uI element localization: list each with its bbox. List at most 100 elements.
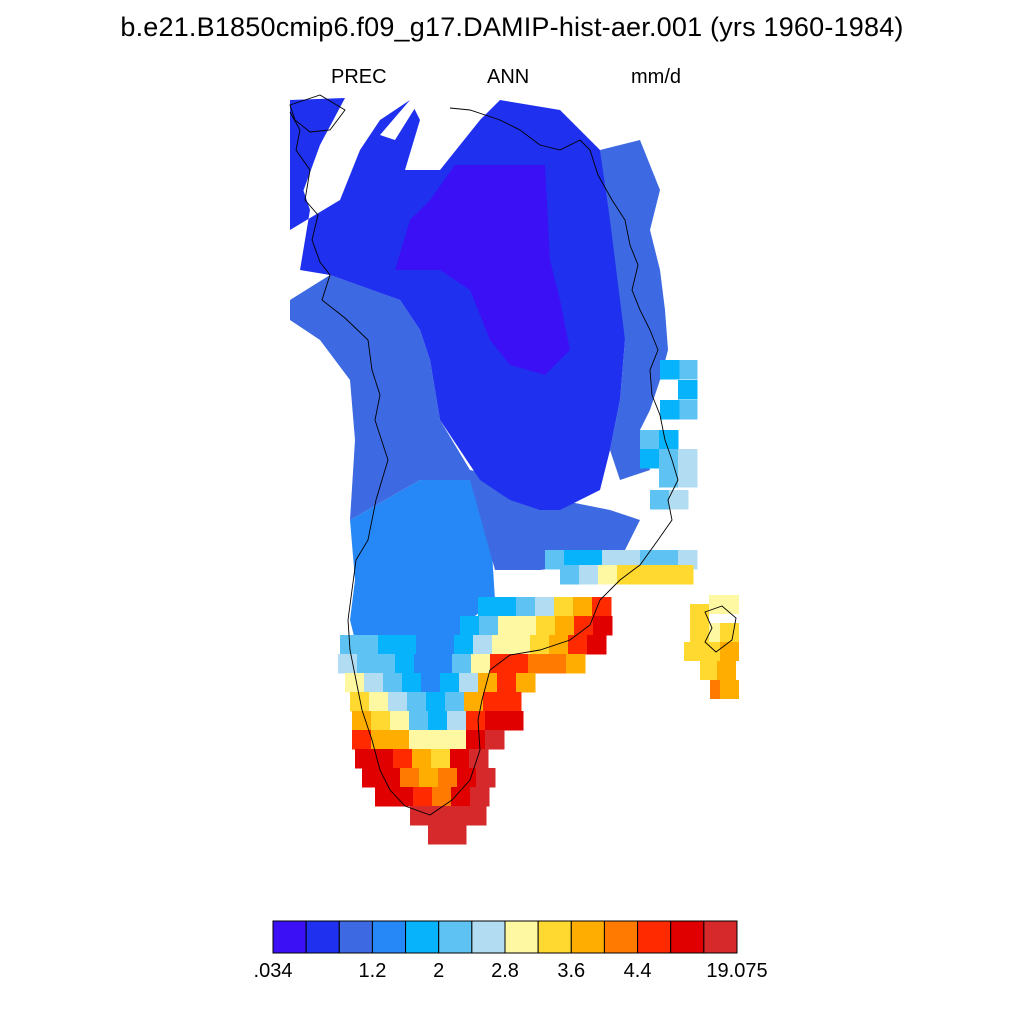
grid-cell [678, 468, 698, 488]
grid-cell [502, 692, 522, 712]
grid-cell [345, 673, 365, 693]
colorbar-box [471, 920, 506, 954]
grid-cell [660, 400, 680, 420]
grid-cell [566, 654, 586, 674]
grid-cell [350, 692, 370, 712]
grid-cell [655, 565, 675, 585]
grid-cell [660, 360, 680, 380]
no-data-gap [320, 100, 375, 175]
field-region [395, 165, 570, 375]
grid-cell [674, 565, 694, 585]
grid-cell [568, 635, 588, 655]
grid-cell [659, 468, 679, 488]
grid-cell [428, 711, 448, 731]
grid-cell [445, 692, 465, 712]
grid-cell [517, 616, 537, 636]
grid-cell [574, 616, 594, 636]
grid-cell [400, 768, 420, 788]
grid-cell [498, 616, 518, 636]
grid-cell [478, 673, 498, 693]
grid-cell [426, 692, 446, 712]
grid-cell [476, 768, 496, 788]
island-coastline [289, 94, 346, 133]
grid-cell [547, 654, 567, 674]
grid-cell [587, 635, 607, 655]
colorbar-box [272, 920, 307, 954]
grid-cell [560, 565, 580, 585]
grid-cell [429, 806, 449, 826]
grid-cell [640, 430, 660, 450]
grid-cell [528, 654, 548, 674]
grid-cell [485, 730, 505, 750]
grid-cell [509, 654, 529, 674]
grid-cell [409, 711, 429, 731]
grid-cell [447, 711, 467, 731]
grid-cell [598, 565, 618, 585]
grid-cell [428, 730, 448, 750]
grid-cell [388, 692, 408, 712]
colorbar-box [670, 920, 705, 954]
colorbar-box [371, 920, 407, 954]
grid-cell [720, 595, 739, 614]
grid-cell [497, 597, 517, 617]
grid-cell [583, 550, 603, 570]
grid-cell [640, 550, 660, 570]
grid-cell [395, 654, 415, 674]
grid-cell [410, 806, 430, 826]
grid-cell [454, 635, 474, 655]
grid-cell [452, 654, 472, 674]
grid-cell [478, 597, 498, 617]
coastline-layer [289, 94, 737, 816]
grid-cell [720, 642, 739, 661]
grid-cell [516, 673, 536, 693]
grid-cell [536, 616, 556, 636]
colorbar-box [504, 920, 539, 954]
grid-cell [720, 680, 739, 699]
grid-cell [352, 711, 372, 731]
grid-cell [467, 806, 487, 826]
grid-cell [438, 768, 458, 788]
grid-cell [433, 654, 453, 674]
colorbar-tick-label: .034 [253, 960, 293, 982]
grid-cell [414, 654, 434, 674]
colorbar-box [537, 920, 572, 954]
grid-cell [592, 597, 612, 617]
plot-title: b.e21.B1850cmip6.f09_g17.DAMIP-hist-aer.… [120, 12, 904, 42]
grid-cell [371, 711, 391, 731]
grid-cell [485, 711, 505, 731]
grid-cell [447, 825, 467, 845]
colorbar-box [603, 920, 639, 954]
grid-cell [397, 635, 417, 655]
colorbar-tick-label: 4.4 [623, 960, 652, 982]
field-region [290, 98, 345, 220]
grid-cell [678, 550, 698, 570]
grid-cell [419, 768, 439, 788]
grid-cell [602, 550, 622, 570]
grid-cell [669, 490, 689, 510]
grid-cell [390, 730, 410, 750]
grid-cell [393, 749, 413, 769]
greenland-coastline [289, 107, 679, 816]
grid-cell [402, 673, 422, 693]
grid-cell [535, 597, 555, 617]
grid-cell [390, 711, 410, 731]
grid-cell [516, 597, 536, 617]
grid-cell [457, 768, 477, 788]
grid-cell [703, 642, 722, 661]
variable-label: PREC [331, 66, 387, 88]
season-label: ANN [487, 66, 530, 88]
grid-cell [416, 635, 436, 655]
grid-cell [338, 654, 358, 674]
grid-cell [412, 749, 432, 769]
grid-cell [383, 673, 403, 693]
grid-cell [375, 787, 395, 807]
grid-cell [549, 635, 569, 655]
grid-cell [421, 673, 441, 693]
colorbar-box [570, 920, 605, 954]
grid-cell [450, 749, 470, 769]
colorbar-box [405, 920, 440, 954]
grid-cell [473, 635, 493, 655]
grid-cell [573, 597, 593, 617]
grid-cell [451, 787, 471, 807]
